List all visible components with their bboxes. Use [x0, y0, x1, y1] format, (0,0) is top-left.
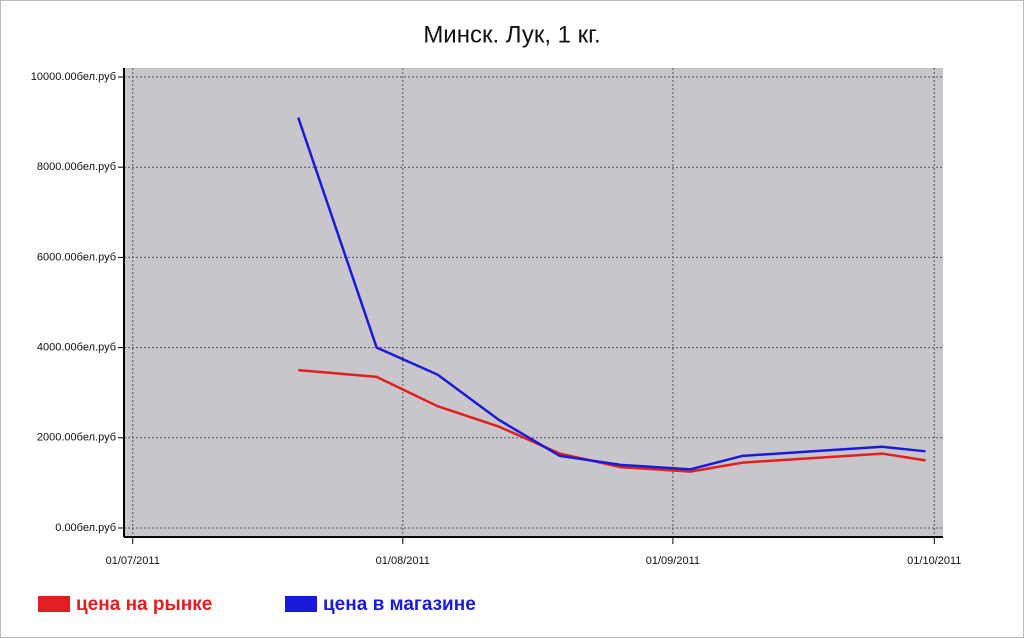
y-tick-label: 8000.00бел.руб	[37, 161, 116, 173]
y-tick-label: 0.00бел.руб	[55, 522, 116, 534]
y-tick-label: 2000.00бел.руб	[37, 432, 116, 444]
series-line	[297, 117, 926, 471]
x-tick-label: 01/09/2011	[646, 555, 700, 567]
x-tick-label: 01/08/2011	[376, 555, 430, 567]
chart-title: Минск. Лук, 1 кг.	[423, 21, 600, 48]
y-tick-label: 4000.00бел.руб	[37, 342, 116, 354]
legend-label: цена в магазине	[323, 594, 476, 615]
plot-area	[124, 68, 943, 537]
legend-swatch	[285, 596, 317, 612]
x-tick-label: 01/07/2011	[106, 555, 160, 567]
y-tick-label: 6000.00бел.руб	[37, 251, 116, 263]
x-tick-label: 01/10/2011	[907, 555, 961, 567]
legend-swatch	[38, 596, 70, 612]
y-tick-label: 10000.00бел.руб	[31, 71, 116, 83]
legend-label: цена на рынке	[76, 594, 212, 615]
